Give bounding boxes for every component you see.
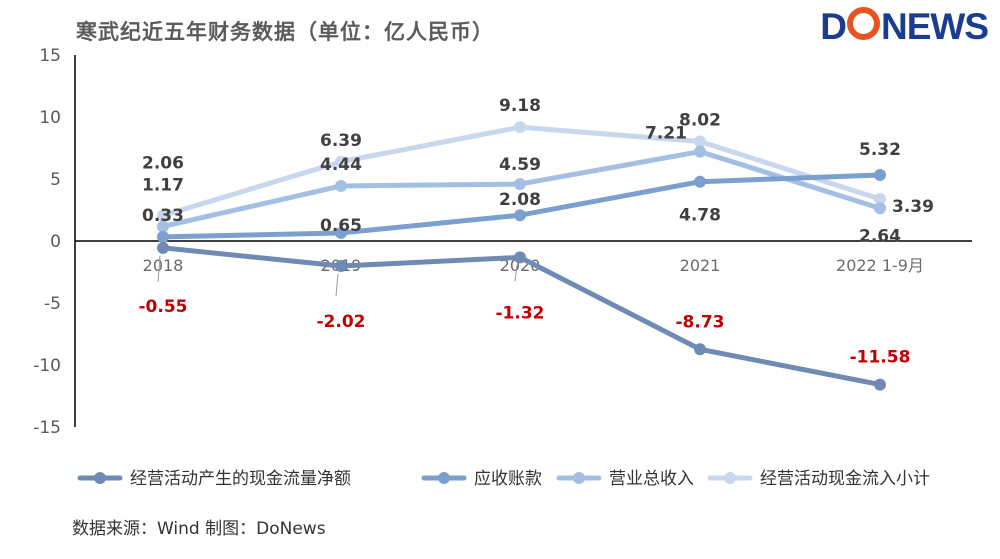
data-point-1 <box>157 230 169 243</box>
data-point-1 <box>694 175 706 188</box>
legend-label: 经营活动现金流入小计 <box>760 469 930 489</box>
chart-title: 寒武纪近五年财务数据（单位：亿人民币） <box>76 20 494 44</box>
x-category-label: 2021 <box>680 256 721 275</box>
data-point-0 <box>157 241 169 254</box>
logo-o-ring <box>847 7 880 40</box>
data-label: 4.78 <box>679 206 721 226</box>
logo-text-news: NEWS <box>881 6 989 47</box>
data-point-3 <box>874 192 886 205</box>
legend-swatch-marker <box>573 472 585 484</box>
x-category-label: 2022 1-9月 <box>836 256 924 275</box>
data-label: 9.18 <box>499 96 541 116</box>
data-label: -2.02 <box>317 312 366 332</box>
data-point-1 <box>335 226 347 239</box>
data-label: -11.58 <box>850 348 911 368</box>
data-label: -0.55 <box>139 297 188 317</box>
label-leader-line <box>157 255 161 282</box>
x-category-label: 2018 <box>143 256 184 275</box>
data-label: 4.44 <box>320 155 362 175</box>
legend-swatch-marker <box>724 472 736 484</box>
label-leader-line <box>514 265 518 282</box>
legend-swatch-marker <box>438 472 450 484</box>
data-label: 3.39 <box>892 197 934 217</box>
data-point-2 <box>514 178 526 191</box>
data-point-2 <box>157 220 169 233</box>
data-point-3 <box>335 155 347 168</box>
y-tick-label: -15 <box>33 418 61 438</box>
data-point-1 <box>874 169 886 182</box>
data-label: 8.02 <box>679 111 721 131</box>
data-point-3 <box>157 209 169 222</box>
data-point-2 <box>874 202 886 215</box>
data-label: 5.32 <box>859 140 901 160</box>
data-point-1 <box>514 209 526 222</box>
data-point-0 <box>514 251 526 264</box>
data-point-3 <box>514 121 526 134</box>
data-point-0 <box>874 378 886 391</box>
y-tick-label: -5 <box>44 294 61 314</box>
data-point-0 <box>335 260 347 273</box>
y-tick-label: 15 <box>39 46 61 66</box>
y-tick-label: 10 <box>39 108 61 128</box>
legend-label: 应收账款 <box>474 469 542 489</box>
data-label: 4.59 <box>499 155 541 175</box>
data-label: 7.21 <box>645 124 687 144</box>
data-label: 0.33 <box>142 206 184 226</box>
legend-label: 营业总收入 <box>609 469 694 489</box>
y-tick-label: -10 <box>33 356 61 376</box>
y-tick-label: 5 <box>50 170 61 190</box>
data-point-3 <box>694 135 706 148</box>
data-source-note: 数据来源：Wind 制图：DoNews <box>72 519 326 539</box>
legend-label: 经营活动产生的现金流量净额 <box>130 469 351 489</box>
legend-swatch-marker <box>94 472 106 484</box>
data-label: 1.17 <box>142 175 184 195</box>
data-point-2 <box>694 145 706 158</box>
data-point-2 <box>335 179 347 192</box>
label-leader-line <box>335 274 339 297</box>
data-label: -1.32 <box>496 303 545 323</box>
y-tick-label: 0 <box>50 232 61 252</box>
logo-letter-d: D <box>820 6 847 47</box>
data-label: 2.64 <box>859 226 901 246</box>
donews-logo: D NEWS <box>820 6 989 48</box>
data-point-0 <box>694 343 706 356</box>
data-label: 2.08 <box>499 190 541 210</box>
data-label: 2.06 <box>142 153 184 173</box>
data-label: 0.65 <box>320 216 362 236</box>
data-label: -8.73 <box>676 312 725 332</box>
data-label: 6.39 <box>320 131 362 151</box>
